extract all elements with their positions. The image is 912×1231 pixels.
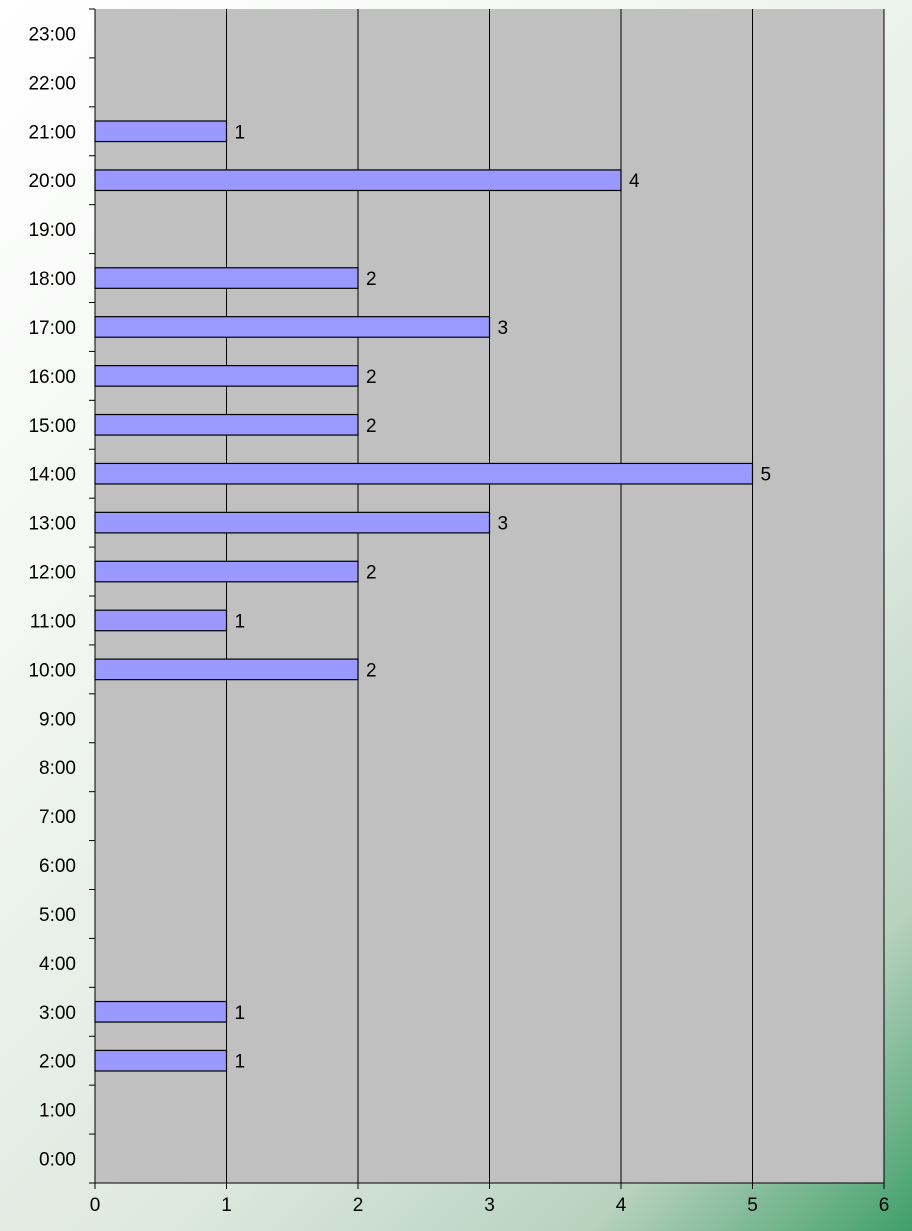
- bar-12:00: [94, 560, 359, 583]
- bar-15:00: [94, 413, 359, 436]
- x-tick-label-1: 1: [221, 1195, 232, 1216]
- data-label-12:00: 2: [366, 563, 377, 584]
- data-label-18:00: 2: [366, 269, 377, 290]
- bar-2:00: [94, 1049, 228, 1072]
- x-tick-label-2: 2: [353, 1195, 364, 1216]
- data-label-15:00: 2: [366, 416, 377, 437]
- y-tick-label-4:00: 4:00: [39, 954, 76, 975]
- y-axis-labels: 0:00 1:00 2:00 3:00 4:00 5:00 6:00 7:00 8:00 9:00…: [28, 24, 76, 1170]
- y-axis-ticks: [89, 8, 95, 1184]
- y-tick-label-9:00: 9:00: [39, 709, 76, 730]
- y-tick-label-14:00: 14:00: [28, 465, 76, 486]
- y-tick-label-0:00: 0:00: [39, 1150, 76, 1171]
- data-label-17:00: 3: [498, 318, 509, 339]
- bar-21:00: [94, 120, 228, 143]
- y-tick-label-16:00: 16:00: [28, 367, 76, 388]
- y-tick-label-13:00: 13:00: [28, 514, 76, 535]
- data-label-3:00: 1: [235, 1003, 246, 1024]
- bar-10:00: [94, 658, 359, 681]
- y-tick-label-5:00: 5:00: [39, 905, 76, 926]
- bar-16:00: [94, 365, 359, 387]
- data-label-14:00: 5: [761, 465, 772, 486]
- y-tick-label-1:00: 1:00: [39, 1101, 76, 1122]
- bar-17:00: [94, 316, 491, 338]
- data-label-16:00: 2: [366, 367, 377, 388]
- grid-lines: [94, 9, 885, 1189]
- y-tick-label-15:00: 15:00: [28, 416, 76, 437]
- y-tick-label-2:00: 2:00: [39, 1052, 76, 1073]
- y-tick-label-20:00: 20:00: [28, 171, 76, 192]
- y-tick-label-18:00: 18:00: [28, 269, 76, 290]
- y-tick-label-17:00: 17:00: [28, 318, 76, 339]
- bar-3:00: [94, 1000, 228, 1023]
- x-tick-label-4: 4: [616, 1195, 627, 1216]
- data-label-10:00: 2: [366, 660, 377, 681]
- bar-13:00: [94, 511, 491, 534]
- bar-18:00: [94, 267, 359, 289]
- y-tick-label-21:00: 21:00: [28, 122, 76, 143]
- data-label-2:00: 1: [235, 1052, 246, 1073]
- y-tick-label-19:00: 19:00: [28, 220, 76, 241]
- data-labels: 1 1 2 1 2 3 5 2 2 3 2 4 1: [235, 122, 772, 1072]
- data-label-21:00: 1: [235, 122, 246, 143]
- y-tick-label-11:00: 11:00: [30, 611, 76, 632]
- x-tick-label-0: 0: [90, 1195, 101, 1216]
- y-tick-label-10:00: 10:00: [28, 660, 76, 681]
- y-tick-label-8:00: 8:00: [39, 758, 76, 779]
- y-tick-label-6:00: 6:00: [39, 856, 76, 877]
- y-tick-label-22:00: 22:00: [28, 73, 76, 94]
- data-label-20:00: 4: [629, 171, 640, 192]
- bar-14:00: [94, 462, 754, 485]
- y-tick-label-3:00: 3:00: [39, 1003, 76, 1024]
- x-tick-label-3: 3: [484, 1195, 495, 1216]
- y-tick-label-12:00: 12:00: [28, 563, 76, 584]
- bar-11:00: [94, 609, 228, 632]
- x-tick-label-5: 5: [747, 1195, 758, 1216]
- x-axis-labels: 0 1 2 3 4 5 6: [90, 1195, 890, 1216]
- bars: [94, 120, 754, 1072]
- y-tick-label-23:00: 23:00: [28, 24, 76, 45]
- bar-20:00: [94, 169, 622, 192]
- y-tick-label-7:00: 7:00: [39, 807, 76, 828]
- data-label-11:00: 1: [235, 611, 246, 632]
- x-tick-label-6: 6: [879, 1195, 890, 1216]
- data-label-13:00: 3: [498, 514, 509, 535]
